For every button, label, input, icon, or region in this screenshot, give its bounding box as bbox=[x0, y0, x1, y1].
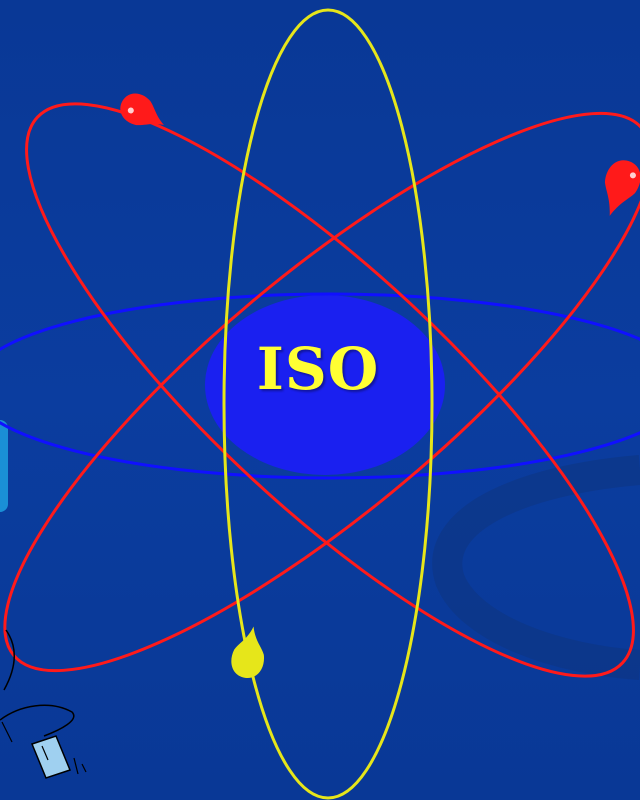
mouse-clipart-icon bbox=[0, 629, 87, 779]
orbit-diagonal-a bbox=[25, 102, 635, 678]
background-swoosh bbox=[432, 455, 640, 680]
electron-drop-yellow bbox=[231, 626, 264, 678]
nucleus-label: ISO bbox=[256, 335, 380, 403]
orbit-vertical bbox=[222, 8, 434, 800]
nucleus-ellipse bbox=[205, 295, 445, 475]
electron-drop-red bbox=[604, 160, 640, 216]
orbit-horizontal bbox=[0, 292, 640, 480]
side-tab bbox=[0, 420, 8, 512]
electron-drop-red bbox=[120, 93, 164, 126]
